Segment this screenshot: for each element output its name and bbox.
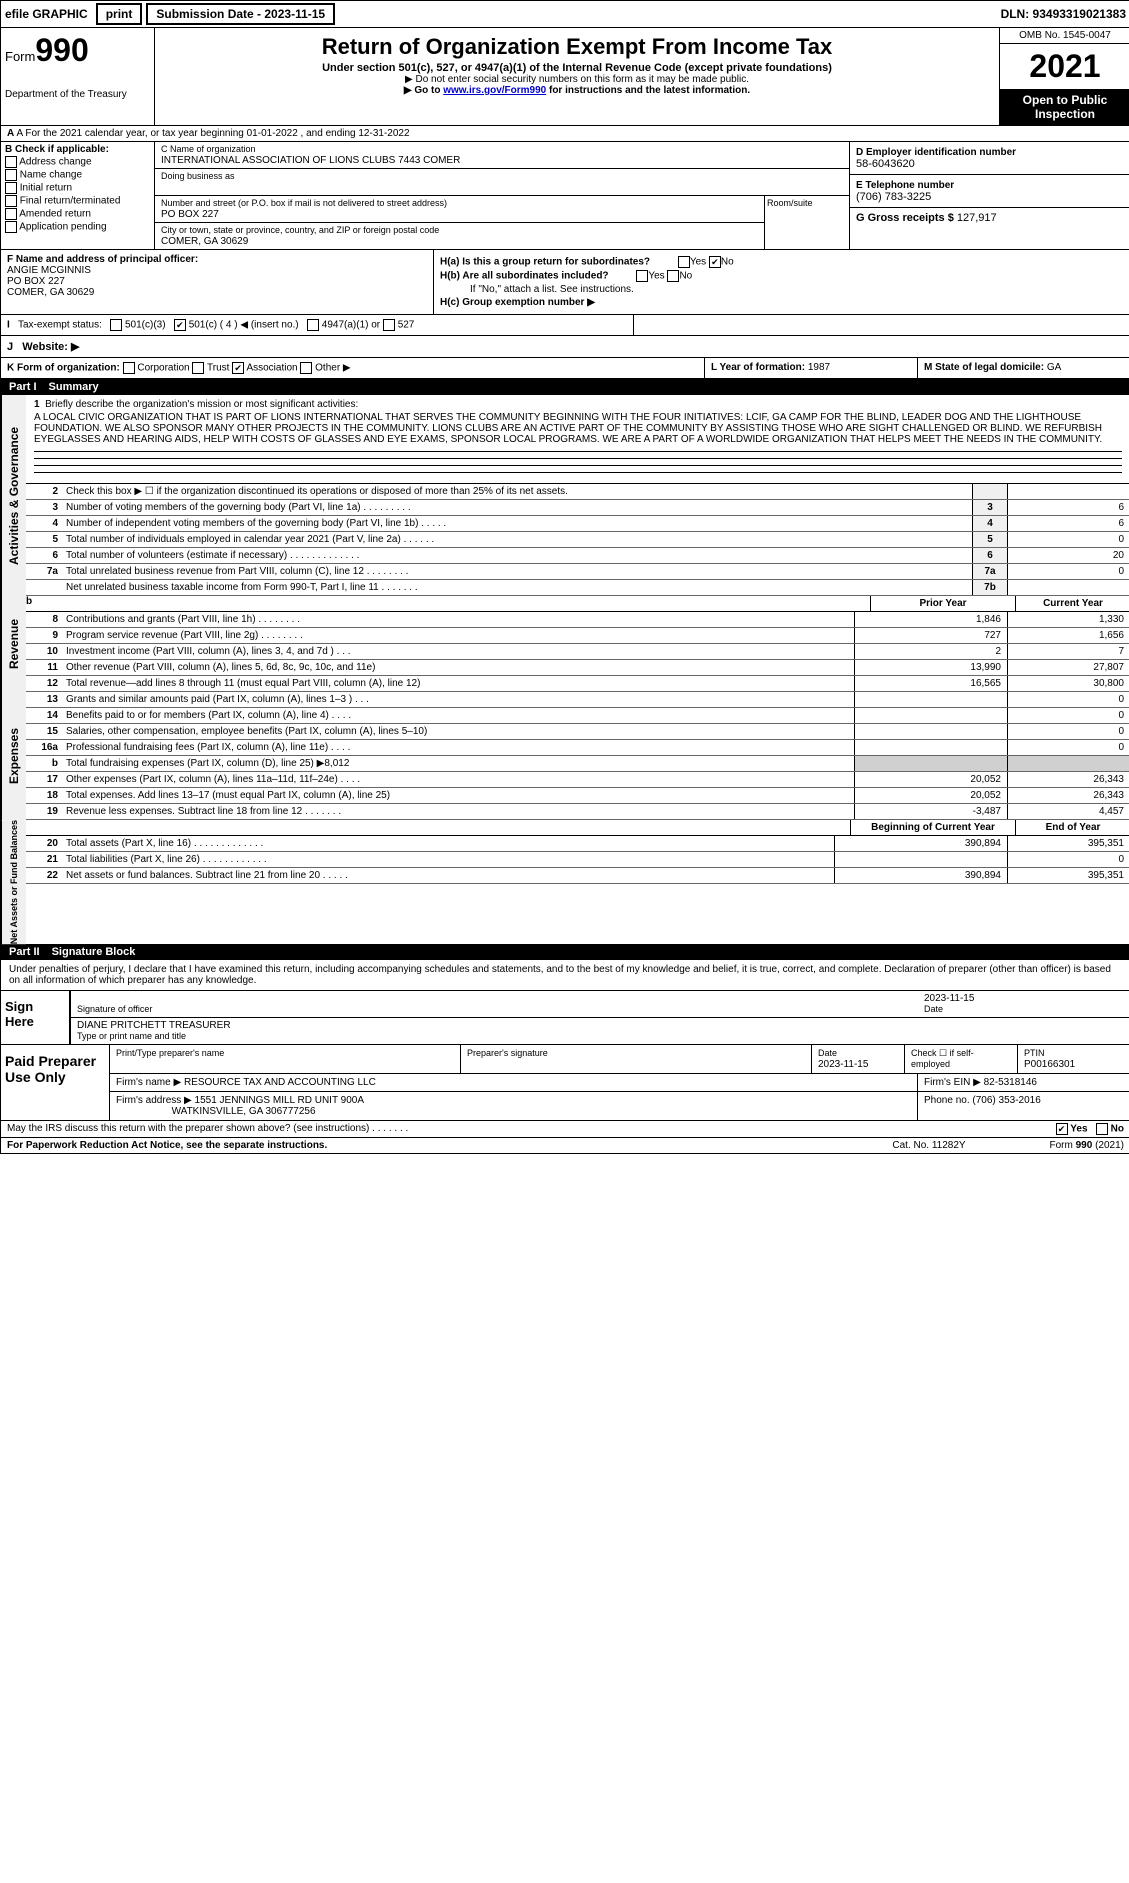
officer-print-name: DIANE PRITCHETT TREASURER bbox=[77, 1020, 231, 1031]
part1-header: Part I Summary bbox=[1, 379, 1129, 395]
ein: 58-6043620 bbox=[856, 158, 915, 170]
data-line: 8Contributions and grants (Part VIII, li… bbox=[26, 612, 1129, 628]
data-line: 19Revenue less expenses. Subtract line 1… bbox=[26, 804, 1129, 820]
cb-name-change[interactable]: Name change bbox=[5, 169, 150, 181]
tax-year: 2021 bbox=[1000, 44, 1129, 89]
side-governance: Activities & Governance bbox=[1, 395, 26, 596]
part2-header: Part II Signature Block bbox=[1, 944, 1129, 960]
top-bar: efile GRAPHIC print Submission Date - 20… bbox=[1, 1, 1129, 28]
ptin: P00166301 bbox=[1024, 1059, 1075, 1070]
cat-no: Cat. No. 11282Y bbox=[854, 1140, 1004, 1151]
begin-year-hdr: Beginning of Current Year bbox=[850, 820, 1015, 835]
firm-name: RESOURCE TAX AND ACCOUNTING LLC bbox=[184, 1077, 376, 1088]
gov-line: 5Total number of individuals employed in… bbox=[26, 532, 1129, 548]
gov-line: Net unrelated business taxable income fr… bbox=[26, 580, 1129, 596]
org-name: INTERNATIONAL ASSOCIATION OF LIONS CLUBS… bbox=[161, 155, 460, 166]
data-line: 12Total revenue—add lines 8 through 11 (… bbox=[26, 676, 1129, 692]
data-line: 9Program service revenue (Part VIII, lin… bbox=[26, 628, 1129, 644]
firm-ein: 82-5318146 bbox=[984, 1077, 1037, 1088]
firm-phone: (706) 353-2016 bbox=[972, 1095, 1040, 1106]
side-net: Net Assets or Fund Balances bbox=[1, 820, 26, 944]
data-line: 13Grants and similar amounts paid (Part … bbox=[26, 692, 1129, 708]
submission-date-button[interactable]: Submission Date - 2023-11-15 bbox=[146, 3, 335, 25]
form-subtitle: Under section 501(c), 527, or 4947(a)(1)… bbox=[163, 62, 991, 74]
data-line: 22Net assets or fund balances. Subtract … bbox=[26, 868, 1129, 884]
irs-link[interactable]: www.irs.gov/Form990 bbox=[443, 85, 546, 96]
data-line: 17Other expenses (Part IX, column (A), l… bbox=[26, 772, 1129, 788]
data-line: 18Total expenses. Add lines 13–17 (must … bbox=[26, 788, 1129, 804]
gross-receipts: 127,917 bbox=[957, 212, 997, 224]
paperwork-notice: For Paperwork Reduction Act Notice, see … bbox=[7, 1140, 327, 1151]
data-line: 16aProfessional fundraising fees (Part I… bbox=[26, 740, 1129, 756]
firm-addr: 1551 JENNINGS MILL RD UNIT 900A bbox=[195, 1095, 365, 1106]
efile-label: efile GRAPHIC bbox=[5, 7, 88, 21]
row-l: L Year of formation: 1987 bbox=[704, 358, 917, 378]
goto-note: ▶ Go to www.irs.gov/Form990 for instruct… bbox=[163, 85, 991, 96]
cb-final-return[interactable]: Final return/terminated bbox=[5, 195, 150, 207]
print-button[interactable]: print bbox=[96, 3, 143, 25]
telephone: (706) 783-3225 bbox=[856, 191, 931, 203]
gov-line: 4Number of independent voting members of… bbox=[26, 516, 1129, 532]
gov-line: 7aTotal unrelated business revenue from … bbox=[26, 564, 1129, 580]
officer-name: ANGIE MCGINNIS bbox=[7, 265, 91, 276]
row-j: J Website: ▶ bbox=[1, 336, 1129, 358]
cb-app-pending[interactable]: Application pending bbox=[5, 221, 150, 233]
row-a: A A For the 2021 calendar year, or tax y… bbox=[1, 126, 1129, 142]
ha-no[interactable] bbox=[709, 256, 721, 268]
col-b: B Check if applicable: Address change Na… bbox=[1, 142, 155, 249]
gov-line: 3Number of voting members of the governi… bbox=[26, 500, 1129, 516]
cb-amended[interactable]: Amended return bbox=[5, 208, 150, 220]
end-year-hdr: End of Year bbox=[1015, 820, 1129, 835]
open-public: Open to Public Inspection bbox=[1000, 89, 1129, 125]
paid-preparer-label: Paid Preparer Use Only bbox=[1, 1045, 109, 1120]
data-line: 11Other revenue (Part VIII, column (A), … bbox=[26, 660, 1129, 676]
form-number: Form990 bbox=[5, 32, 150, 69]
col-f: F Name and address of principal officer:… bbox=[1, 250, 434, 314]
data-line: bTotal fundraising expenses (Part IX, co… bbox=[26, 756, 1129, 772]
prior-year-hdr: Prior Year bbox=[870, 596, 1015, 611]
mission-text: A LOCAL CIVIC ORGANIZATION THAT IS PART … bbox=[34, 412, 1122, 445]
city: COMER, GA 30629 bbox=[161, 236, 248, 247]
side-expenses: Expenses bbox=[1, 692, 26, 820]
current-year-hdr: Current Year bbox=[1015, 596, 1129, 611]
cb-501c[interactable] bbox=[174, 319, 186, 331]
data-line: 14Benefits paid to or for members (Part … bbox=[26, 708, 1129, 724]
sign-here: Sign Here bbox=[1, 991, 69, 1044]
dept-label: Department of the Treasury bbox=[5, 89, 150, 100]
col-h: H(a) Is this a group return for subordin… bbox=[434, 250, 1129, 314]
gov-line: 6Total number of volunteers (estimate if… bbox=[26, 548, 1129, 564]
form-footer: Form 990 (2021) bbox=[1004, 1140, 1124, 1151]
data-line: 10Investment income (Part VIII, column (… bbox=[26, 644, 1129, 660]
street: PO BOX 227 bbox=[161, 209, 219, 220]
discuss-question: May the IRS discuss this return with the… bbox=[7, 1123, 1004, 1135]
discuss-yes[interactable] bbox=[1056, 1123, 1068, 1135]
sig-date: 2023-11-15 bbox=[924, 993, 974, 1004]
data-line: 15Salaries, other compensation, employee… bbox=[26, 724, 1129, 740]
data-line: 20Total assets (Part X, line 16) . . . .… bbox=[26, 836, 1129, 852]
cb-initial-return[interactable]: Initial return bbox=[5, 182, 150, 194]
dln: DLN: 93493319021383 bbox=[1001, 7, 1126, 21]
tax-exempt-status: I Tax-exempt status: 501(c)(3) 501(c) ( … bbox=[1, 315, 634, 335]
gov-line: 2Check this box ▶ ☐ if the organization … bbox=[26, 484, 1129, 500]
ssn-note: ▶ Do not enter social security numbers o… bbox=[163, 74, 991, 85]
cb-association[interactable] bbox=[232, 362, 244, 374]
mission: 1 Briefly describe the organization's mi… bbox=[26, 395, 1129, 484]
cb-address-change[interactable]: Address change bbox=[5, 156, 150, 168]
side-revenue: Revenue bbox=[1, 596, 26, 692]
form-title: Return of Organization Exempt From Incom… bbox=[163, 34, 991, 60]
row-m: M State of legal domicile: GA bbox=[917, 358, 1129, 378]
row-k: K Form of organization: Corporation Trus… bbox=[1, 358, 704, 378]
omb-number: OMB No. 1545-0047 bbox=[1000, 28, 1129, 44]
data-line: 21Total liabilities (Part X, line 26) . … bbox=[26, 852, 1129, 868]
perjury-statement: Under penalties of perjury, I declare th… bbox=[1, 960, 1129, 991]
